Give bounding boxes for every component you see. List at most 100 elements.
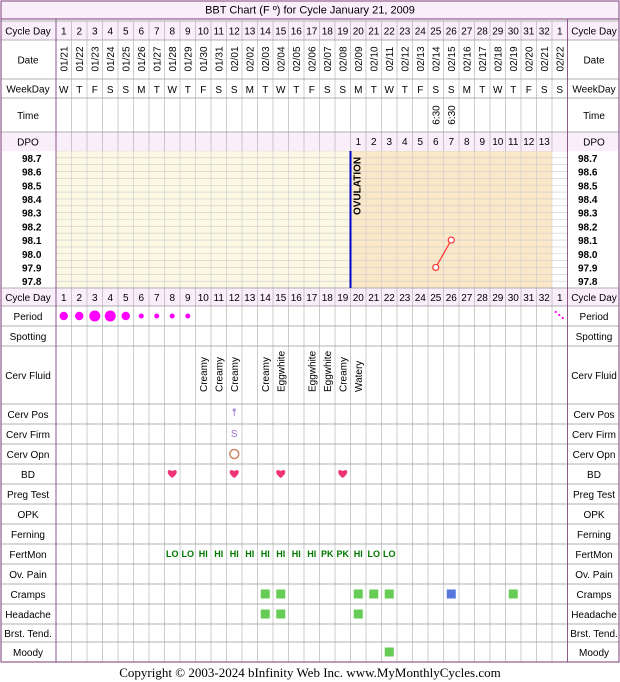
row-label-left: Brst. Tend. xyxy=(4,629,52,640)
cycle-day-number: 7 xyxy=(154,293,160,304)
fertmon-reading: HI xyxy=(292,549,301,559)
temp-tick-label-right: 98.6 xyxy=(578,168,598,179)
fertmon-reading: HI xyxy=(276,549,285,559)
date-label: 01/25 xyxy=(121,46,132,71)
cycle-day-number: 30 xyxy=(508,27,520,38)
period-dot xyxy=(185,313,191,319)
cycle-day-number: 10 xyxy=(198,293,210,304)
row-label-right: OPK xyxy=(583,510,604,521)
date-label: 02/05 xyxy=(292,46,303,71)
cerv-fluid-label: Eggwhite xyxy=(323,350,334,392)
date-label: 02/03 xyxy=(261,46,272,71)
cerv-fluid-label: Creamy xyxy=(338,357,349,392)
cycle-day-number: 19 xyxy=(337,293,349,304)
fertmon-reading: HI xyxy=(199,549,208,559)
row-label-left: FertMon xyxy=(9,550,46,561)
date-label: 02/06 xyxy=(307,46,318,71)
dpo-number: 8 xyxy=(464,137,470,148)
time-label: 6:30 xyxy=(431,105,442,125)
cycle-day-number: 17 xyxy=(306,293,318,304)
fertmon-reading: HI xyxy=(354,549,363,559)
weekday-label: S xyxy=(339,85,346,96)
cycle-day-number: 16 xyxy=(291,293,303,304)
fertmon-reading: PK xyxy=(321,549,334,559)
row-label-left: Ferning xyxy=(11,530,45,541)
weekday-label: S xyxy=(215,85,222,96)
cycle-day-number: 14 xyxy=(260,27,272,38)
cycle-day-number: 1 xyxy=(61,293,67,304)
date-label: 01/27 xyxy=(152,46,163,71)
chart-border xyxy=(0,0,620,663)
weekday-label: T xyxy=(76,85,82,96)
cycle-day-number: 20 xyxy=(353,293,365,304)
dpo-number: 4 xyxy=(402,137,408,148)
cycle-day-number: 32 xyxy=(539,293,551,304)
row-label-left: Cerv Firm xyxy=(6,430,50,441)
fertmon-reading: HI xyxy=(261,549,270,559)
temp-tick-label-left: 97.8 xyxy=(22,277,42,288)
temp-tick-label-left: 98.6 xyxy=(22,168,42,179)
weekday-label: S xyxy=(432,85,439,96)
cycle-day-number: 12 xyxy=(229,27,241,38)
row-label-right: Cerv Firm xyxy=(572,430,616,441)
weekday-label: T xyxy=(510,85,516,96)
row-label-left: BD xyxy=(21,470,35,481)
row-label-right: Time xyxy=(583,111,605,122)
cycle-day-number: 19 xyxy=(337,27,349,38)
row-label-right: Spotting xyxy=(576,332,613,343)
cycle-day-number: 11 xyxy=(214,293,225,304)
weekday-label: S xyxy=(122,85,129,96)
cerv-fluid-label: Eggwhite xyxy=(307,350,318,392)
cycle-day-number: 20 xyxy=(353,27,365,38)
date-label: 02/08 xyxy=(338,46,349,71)
weekday-label: W xyxy=(168,85,178,96)
weekday-label: T xyxy=(371,85,377,96)
fertmon-reading: LO xyxy=(368,549,381,559)
cycle-day-number: 16 xyxy=(291,27,303,38)
cramps-mark xyxy=(446,589,456,599)
cerv-fluid-label: Creamy xyxy=(230,357,241,392)
headache-mark xyxy=(260,609,270,619)
cycle-day-number: 15 xyxy=(275,293,287,304)
date-label: 02/19 xyxy=(509,46,520,71)
cycle-day-number: 12 xyxy=(229,293,241,304)
row-label-right: Ferning xyxy=(577,530,611,541)
cerv-fluid-label: Watery xyxy=(354,361,365,392)
row-label-right: Moody xyxy=(579,648,609,659)
row-label-right: Brst. Tend. xyxy=(570,629,618,640)
date-label: 02/09 xyxy=(354,46,365,71)
weekday-label: M xyxy=(463,85,471,96)
cycle-day-number: 4 xyxy=(107,293,113,304)
cycle-day-number: 4 xyxy=(107,27,113,38)
cycle-day-number: 21 xyxy=(368,27,380,38)
date-label: 01/26 xyxy=(137,46,148,71)
cycle-day-number: 25 xyxy=(430,293,442,304)
row-label-left: Moody xyxy=(13,648,43,659)
cerv-fluid-label: Creamy xyxy=(214,357,225,392)
cycle-day-number: 7 xyxy=(154,27,160,38)
dpo-number: 2 xyxy=(371,137,377,148)
cramps-mark xyxy=(276,589,286,599)
header-row-fill xyxy=(1,21,619,40)
cycle-day-number: 23 xyxy=(399,293,411,304)
row-label-left: Cerv Fluid xyxy=(5,371,51,382)
date-label: 02/13 xyxy=(416,46,427,71)
row-label-right: FertMon xyxy=(575,550,612,561)
bd-heart-icon xyxy=(338,470,348,478)
date-label: 02/02 xyxy=(245,46,256,71)
date-label: 02/07 xyxy=(323,46,334,71)
date-label: 02/10 xyxy=(369,46,380,71)
temp-line xyxy=(435,239,452,268)
weekday-label: M xyxy=(137,85,145,96)
period-dot xyxy=(104,310,116,322)
cycle-day-number: 13 xyxy=(244,27,256,38)
headache-mark xyxy=(353,609,363,619)
period-spotting-dots xyxy=(561,316,564,320)
cramps-mark xyxy=(384,589,394,599)
cycle-day-number: 13 xyxy=(244,293,256,304)
temp-tick-label-right: 98.2 xyxy=(578,222,598,233)
date-label: 01/29 xyxy=(183,46,194,71)
cycle-day-number: 10 xyxy=(198,27,210,38)
cycle-day-number: 27 xyxy=(461,293,473,304)
